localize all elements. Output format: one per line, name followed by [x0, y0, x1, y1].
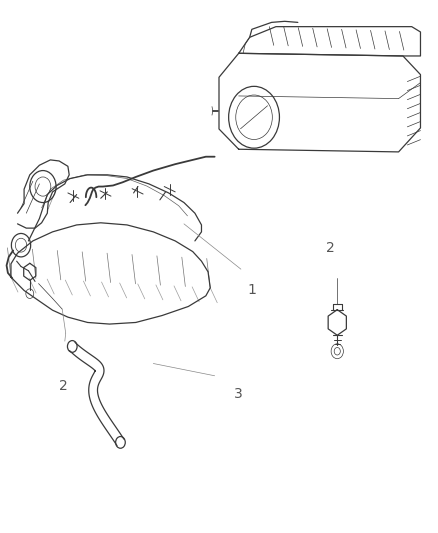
- Text: 2: 2: [326, 241, 335, 255]
- Text: 1: 1: [247, 284, 256, 297]
- Text: 3: 3: [234, 387, 243, 401]
- Text: 2: 2: [59, 379, 68, 393]
